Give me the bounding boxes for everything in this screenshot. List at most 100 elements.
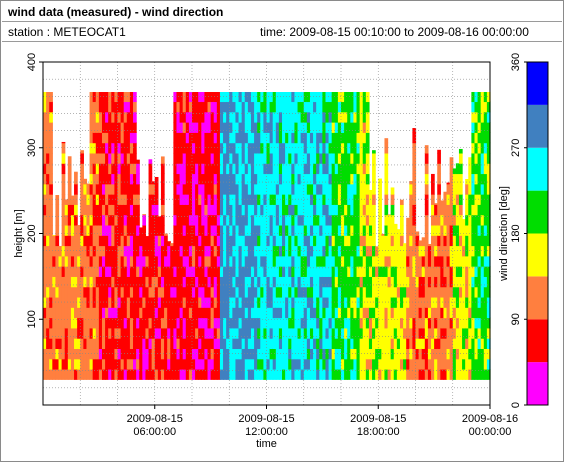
heatmap-cell (176, 266, 181, 277)
heatmap-cell (381, 307, 386, 319)
heatmap-cell (350, 101, 355, 113)
heatmap-cell (316, 338, 320, 350)
heatmap-cell (210, 266, 215, 277)
heatmap-cell (182, 152, 187, 164)
heatmap-cell (406, 338, 410, 350)
heatmap-cell (282, 317, 286, 329)
heatmap-cell (74, 358, 78, 370)
heatmap-cell (313, 111, 317, 123)
heatmap-cell (120, 122, 125, 133)
heatmap-cell (291, 183, 296, 195)
heatmap-cell (319, 296, 323, 308)
heatmap-cell (188, 214, 193, 226)
heatmap-cell (443, 286, 448, 298)
heatmap-cell (52, 296, 57, 308)
heatmap-cell (111, 92, 115, 103)
heatmap-cell (359, 152, 364, 164)
heatmap-cell (101, 173, 106, 185)
heatmap-cell (46, 368, 50, 380)
heatmap-cell (319, 183, 323, 195)
heatmap-cell (440, 255, 445, 267)
heatmap-cell (176, 101, 181, 113)
heatmap-cell (474, 224, 479, 236)
heatmap-cell (223, 348, 227, 360)
heatmap-cell (325, 163, 330, 175)
heatmap-cell (263, 204, 268, 216)
heatmap-cell (282, 368, 286, 380)
heatmap-cell (387, 358, 392, 370)
heatmap-cell (49, 122, 53, 133)
heatmap-cell (282, 173, 286, 185)
heatmap-cell (365, 348, 370, 360)
heatmap-cell (260, 368, 264, 380)
heatmap-cell (409, 204, 413, 216)
heatmap-cell (378, 276, 382, 288)
heatmap-cell (80, 358, 84, 370)
heatmap-cell (325, 132, 330, 144)
heatmap-cell (341, 163, 345, 175)
heatmap-cell (108, 368, 112, 380)
heatmap-cell (142, 214, 147, 216)
heatmap-cell (101, 183, 106, 195)
heatmap-cell (446, 338, 451, 350)
heatmap-cell (244, 111, 249, 123)
heatmap-cell (185, 266, 190, 277)
heatmap-cell (232, 142, 237, 154)
heatmap-cell (226, 307, 230, 319)
heatmap-cell (229, 358, 233, 370)
heatmap-cell (86, 368, 91, 380)
heatmap-cell (446, 224, 451, 236)
heatmap-cell (250, 327, 255, 339)
heatmap-cell (465, 214, 469, 226)
heatmap-cell (291, 122, 296, 133)
heatmap-cell (170, 286, 174, 298)
heatmap-cell (108, 245, 112, 257)
heatmap-cell (263, 276, 268, 288)
heatmap-cell (154, 224, 159, 236)
heatmap-cell (95, 224, 100, 236)
heatmap-cell (136, 286, 140, 298)
heatmap-cell (353, 183, 358, 195)
heatmap-cell (244, 245, 249, 257)
heatmap-cell (462, 327, 466, 339)
heatmap-cell (120, 327, 125, 339)
heatmap-cell (291, 92, 296, 103)
heatmap-cell (46, 358, 50, 370)
heatmap-cell (195, 348, 199, 360)
heatmap-cell (412, 348, 417, 360)
heatmap-cell (341, 92, 345, 103)
heatmap-cell (151, 194, 156, 205)
heatmap-cell (46, 163, 50, 175)
heatmap-cell (278, 358, 283, 370)
heatmap-cell (344, 224, 348, 236)
heatmap-cell (266, 204, 271, 216)
heatmap-cell (294, 368, 299, 380)
heatmap-cell (458, 183, 463, 195)
heatmap-cell (210, 101, 215, 113)
heatmap-cell (64, 245, 69, 257)
heatmap-cell (46, 101, 50, 113)
heatmap-cell (114, 132, 119, 144)
heatmap-cell (223, 358, 227, 370)
heatmap-cell (465, 183, 469, 195)
heatmap-cell (471, 194, 476, 205)
heatmap-cell (238, 286, 243, 298)
colorbar-segment (527, 104, 548, 148)
heatmap-cell (291, 348, 296, 360)
heatmap-cell (151, 245, 156, 257)
heatmap-cell (238, 338, 243, 350)
heatmap-cell (372, 358, 376, 370)
heatmap-cell (474, 307, 479, 319)
heatmap-cell (440, 286, 445, 298)
heatmap-cell (213, 194, 218, 205)
heatmap-cell (319, 255, 323, 267)
heatmap-cell (263, 183, 268, 195)
heatmap-cell (83, 224, 88, 236)
heatmap-cell (188, 163, 193, 175)
heatmap-cell (266, 132, 271, 144)
heatmap-cell (368, 214, 373, 226)
heatmap-cell (117, 327, 122, 339)
heatmap-cell (322, 92, 327, 103)
heatmap-cell (359, 224, 364, 236)
heatmap-cell (359, 214, 364, 226)
